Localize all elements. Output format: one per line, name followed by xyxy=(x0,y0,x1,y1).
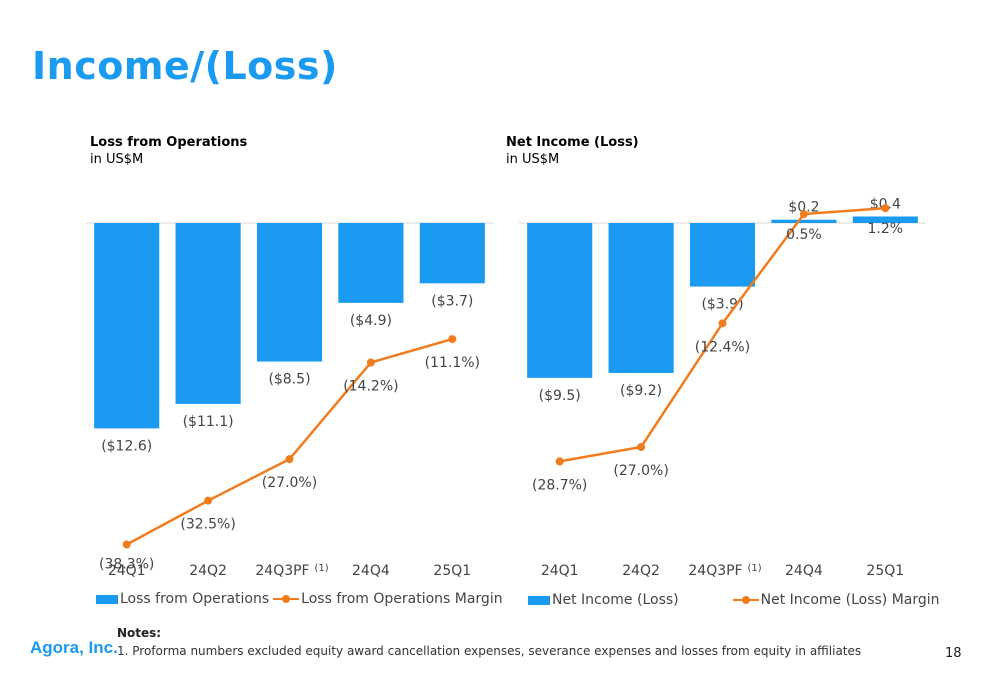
chart-2-header: Net Income (Loss) in US$M xyxy=(506,134,639,168)
margin-value-label: (38.3%) xyxy=(99,556,154,572)
margin-value-label: (27.0%) xyxy=(262,475,317,491)
category-label-25q1: 25Q1 xyxy=(866,563,904,579)
margin-point-24q4 xyxy=(366,358,375,367)
legend-item-loss-from-operations: Loss from Operations xyxy=(96,591,269,607)
bar-24q2 xyxy=(175,223,241,404)
margin-point-25q1 xyxy=(881,204,890,213)
margin-point-24q2 xyxy=(637,442,646,451)
company-logo: Agora, Inc. xyxy=(30,638,118,657)
margin-point-24q2 xyxy=(204,496,213,505)
category-superscript: (1) xyxy=(315,563,329,574)
margin-point-24q3pf xyxy=(718,319,727,328)
chart-1-title: Loss from Operations xyxy=(90,135,248,150)
bar-24q3pf xyxy=(689,223,756,287)
chart-1-unit: in US$M xyxy=(90,152,144,167)
legend-label: Loss from Operations xyxy=(120,591,270,607)
bar-value-label: ($9.5) xyxy=(539,388,581,404)
legend-label: Net Income (Loss) Margin xyxy=(760,592,940,608)
chart-2-unit: in US$M xyxy=(506,152,560,167)
margin-value-label: (14.2%) xyxy=(343,379,398,395)
bar-24q4 xyxy=(338,223,404,303)
category-label-24q2: 24Q2 xyxy=(622,563,660,579)
margin-value-label: (32.5%) xyxy=(180,517,235,533)
margin-point-24q1 xyxy=(122,540,131,549)
margin-point-25q1 xyxy=(448,335,457,344)
bar-24q2 xyxy=(608,223,674,373)
category-label-24q1: 24Q1 xyxy=(108,563,146,579)
bar-value-label: ($3.7) xyxy=(431,293,473,309)
margin-value-label: 0.5% xyxy=(786,227,822,243)
legend-item-net-income: Net Income (Loss) xyxy=(528,592,679,608)
bar-24q1 xyxy=(527,223,593,378)
margin-value-label: (11.1%) xyxy=(425,355,480,371)
legend-bar-swatch xyxy=(96,594,118,604)
bar-24q3pf xyxy=(256,223,323,362)
chart-1-legend: Loss from Operations Loss from Operation… xyxy=(96,591,503,607)
notes-text: 1. Proforma numbers excluded equity awar… xyxy=(117,644,862,658)
bar-value-label: ($11.1) xyxy=(183,414,234,430)
margin-point-24q1 xyxy=(555,457,564,466)
margin-point-24q4 xyxy=(799,210,808,219)
legend-line-swatch xyxy=(732,595,759,605)
chart-1-header: Loss from Operations in US$M xyxy=(90,134,247,168)
legend-line-swatch xyxy=(273,594,300,604)
margin-value-label: (28.7%) xyxy=(532,477,587,493)
bar-25q1 xyxy=(419,223,485,284)
category-label-24q4: 24Q4 xyxy=(785,563,823,579)
bar-value-label: $0.2 xyxy=(788,200,819,216)
category-label-24q3pf: 24Q3PF xyxy=(255,563,309,579)
margin-value-label: (27.0%) xyxy=(613,463,668,479)
bar-24q4 xyxy=(771,219,837,223)
category-superscript: (1) xyxy=(748,563,762,574)
category-label-24q2: 24Q2 xyxy=(189,563,227,579)
category-label-24q3pf: 24Q3PF xyxy=(688,563,742,579)
page-title: Income/(Loss) xyxy=(32,44,338,88)
bar-24q1 xyxy=(94,223,160,429)
margin-value-label: 1.2% xyxy=(868,221,904,237)
legend-item-net-income-margin: Net Income (Loss) Margin xyxy=(732,592,940,608)
category-label-25q1: 25Q1 xyxy=(433,563,471,579)
legend-bar-swatch xyxy=(528,595,550,605)
bar-value-label: ($12.6) xyxy=(101,438,152,454)
category-label-24q1: 24Q1 xyxy=(541,563,579,579)
legend-item-loss-from-operations-margin: Loss from Operations Margin xyxy=(273,591,503,607)
category-label-24q4: 24Q4 xyxy=(352,563,390,579)
bar-value-label: ($4.9) xyxy=(350,313,392,329)
legend-label: Net Income (Loss) xyxy=(552,592,679,608)
page-number: 18 xyxy=(945,646,962,661)
chart-2-title: Net Income (Loss) xyxy=(506,135,639,150)
notes-heading: Notes: xyxy=(117,626,162,640)
legend-label: Loss from Operations Margin xyxy=(301,591,503,607)
bar-value-label: ($8.5) xyxy=(268,372,310,388)
bar-25q1 xyxy=(852,216,918,223)
bar-value-label: ($9.2) xyxy=(620,383,662,399)
margin-value-label: (12.4%) xyxy=(695,339,750,355)
margin-point-24q3pf xyxy=(285,455,294,464)
chart-2-legend: Net Income (Loss) Net Income (Loss) Marg… xyxy=(528,592,940,608)
